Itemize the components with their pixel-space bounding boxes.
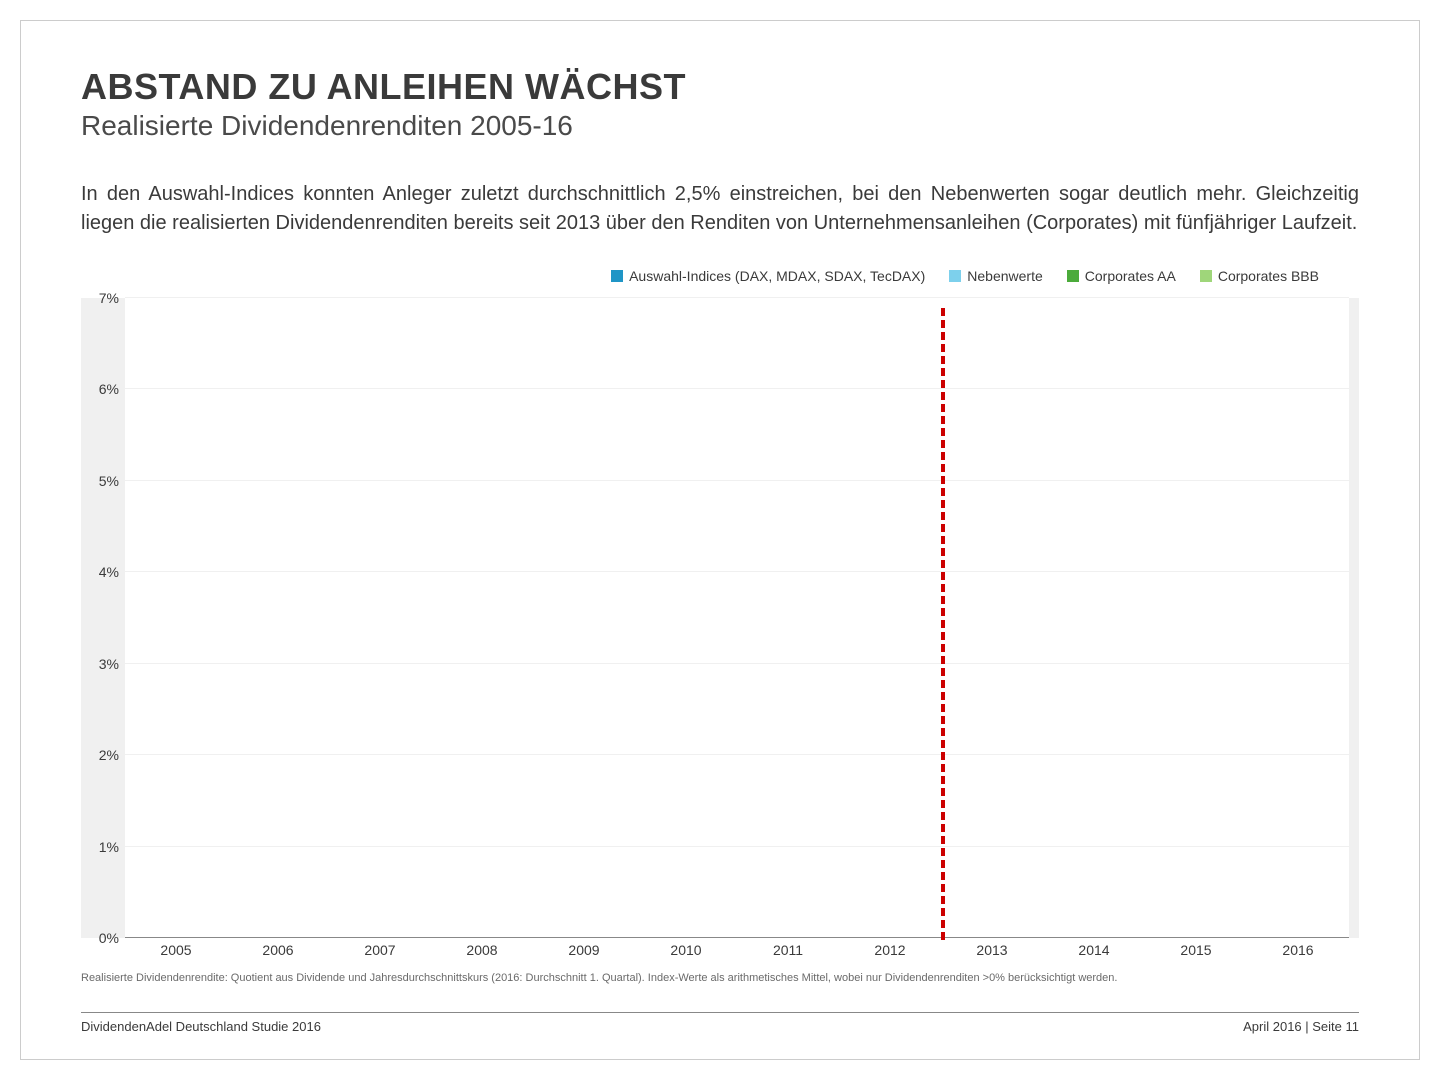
chart-legend: Auswahl-Indices (DAX, MDAX, SDAX, TecDAX… <box>611 268 1319 284</box>
gridline <box>125 297 1349 298</box>
legend-item: Corporates BBB <box>1200 268 1319 284</box>
gridline <box>125 846 1349 847</box>
gridline <box>125 571 1349 572</box>
x-tick-label: 2012 <box>874 942 905 958</box>
legend-label: Auswahl-Indices (DAX, MDAX, SDAX, TecDAX… <box>629 268 925 284</box>
y-tick-label: 7% <box>81 290 125 306</box>
x-tick-label: 2014 <box>1078 942 1109 958</box>
y-axis: 0%1%2%3%4%5%6%7% <box>81 298 125 938</box>
x-tick-label: 2016 <box>1282 942 1313 958</box>
page-description: In den Auswahl-Indices konnten Anleger z… <box>81 180 1359 238</box>
x-tick-label: 2005 <box>160 942 191 958</box>
x-tick-label: 2008 <box>466 942 497 958</box>
legend-item: Nebenwerte <box>949 268 1043 284</box>
gridline <box>125 480 1349 481</box>
y-tick-label: 2% <box>81 747 125 763</box>
y-tick-label: 6% <box>81 381 125 397</box>
chart-plot <box>125 298 1349 938</box>
y-tick-label: 1% <box>81 839 125 855</box>
legend-item: Auswahl-Indices (DAX, MDAX, SDAX, TecDAX… <box>611 268 925 284</box>
y-tick-label: 5% <box>81 473 125 489</box>
gridline <box>125 388 1349 389</box>
legend-label: Corporates BBB <box>1218 268 1319 284</box>
legend-label: Corporates AA <box>1085 268 1176 284</box>
x-tick-label: 2007 <box>364 942 395 958</box>
footer-right: April 2016 | Seite 11 <box>1243 1019 1359 1034</box>
x-tick-label: 2013 <box>976 942 1007 958</box>
y-tick-label: 3% <box>81 656 125 672</box>
page-container: ABSTAND ZU ANLEIHEN WÄCHST Realisierte D… <box>20 20 1420 1060</box>
x-tick-label: 2009 <box>568 942 599 958</box>
y-tick-label: 0% <box>81 930 125 946</box>
x-tick-label: 2010 <box>670 942 701 958</box>
y-tick-label: 4% <box>81 564 125 580</box>
chart-footnote: Realisierte Dividendenrendite: Quotient … <box>81 972 1359 984</box>
gridline <box>125 663 1349 664</box>
gridline <box>125 754 1349 755</box>
x-axis-labels: 2005 2006 2007 2008 2009 2010 2011 2012 2013 2014… <box>125 942 1349 962</box>
x-axis-line <box>125 937 1349 938</box>
page-title: ABSTAND ZU ANLEIHEN WÄCHST <box>81 66 1359 108</box>
footer-left: DividendenAdel Deutschland Studie 2016 <box>81 1019 321 1034</box>
legend-label: Nebenwerte <box>967 268 1043 284</box>
page-subtitle: Realisierte Dividendenrenditen 2005-16 <box>81 110 1359 142</box>
x-tick-label: 2011 <box>773 942 803 958</box>
legend-swatch <box>611 270 623 282</box>
legend-item: Corporates AA <box>1067 268 1176 284</box>
reference-line <box>941 308 945 940</box>
legend-swatch <box>949 270 961 282</box>
legend-swatch <box>1067 270 1079 282</box>
chart-area: Auswahl-Indices (DAX, MDAX, SDAX, TecDAX… <box>81 268 1359 966</box>
page-footer: DividendenAdel Deutschland Studie 2016 A… <box>81 1012 1359 1034</box>
x-tick-label: 2006 <box>262 942 293 958</box>
x-tick-label: 2015 <box>1180 942 1211 958</box>
legend-swatch <box>1200 270 1212 282</box>
